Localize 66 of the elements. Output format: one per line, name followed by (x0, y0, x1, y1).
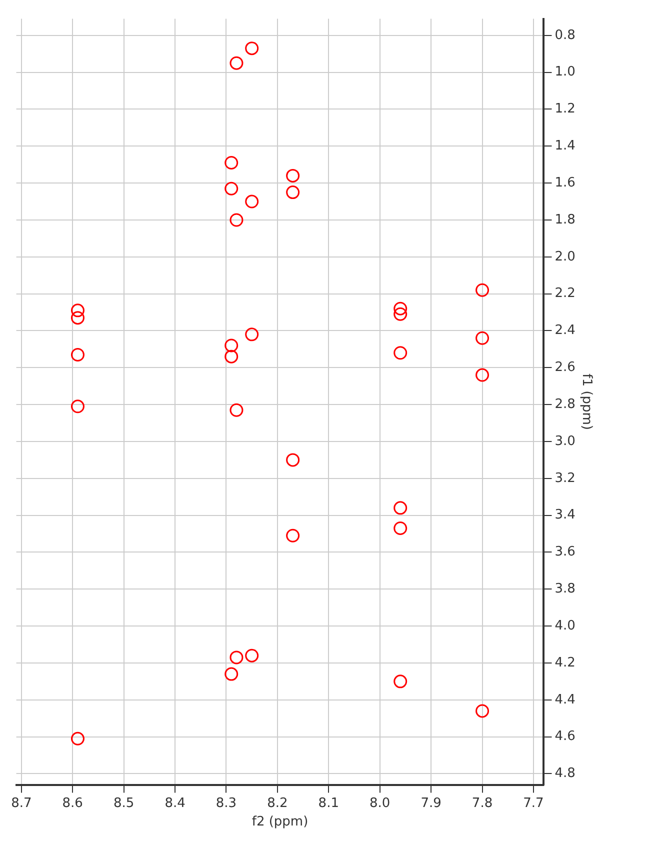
y-tick-label: 3.8 (554, 582, 576, 597)
point (286, 168, 300, 182)
point (476, 704, 490, 718)
point (394, 501, 408, 515)
x-tick-label: 7.9 (420, 796, 442, 811)
point (476, 368, 490, 382)
y-tick-label: 1.8 (554, 212, 576, 228)
y-tick-label: 4.4 (554, 692, 576, 708)
y-tick-label: 1.0 (554, 64, 576, 80)
y-tick-label: 3.4 (554, 508, 576, 523)
point (70, 304, 84, 318)
x-tick-label: 8.3 (216, 796, 237, 811)
y-tick-label: 3.0 (554, 434, 576, 449)
point (70, 348, 84, 362)
point (286, 528, 300, 542)
y-tick-label: 1.6 (554, 175, 576, 190)
point (245, 328, 259, 342)
y-tick-label: 4.2 (554, 655, 576, 670)
point (286, 453, 300, 467)
point (245, 42, 259, 56)
point (394, 307, 408, 321)
point (230, 650, 244, 664)
point (394, 346, 408, 360)
y-tick-label: 3.6 (554, 544, 576, 560)
point (476, 283, 490, 297)
y-tick-label: 2.8 (554, 396, 576, 412)
x-tick-label: 8.4 (164, 796, 186, 811)
point (70, 400, 84, 414)
point (224, 350, 238, 364)
point (286, 186, 300, 200)
point (224, 667, 238, 681)
x-tick-label: 7.8 (472, 796, 493, 811)
y-axis-title: f1 (ppm) (578, 374, 594, 430)
point (394, 521, 408, 535)
x-tick-label: 8.1 (318, 796, 339, 811)
y-tick-label: 2.2 (554, 286, 576, 302)
y-tick-label: 1.4 (554, 138, 576, 154)
x-tick-label: 8.7 (11, 796, 32, 811)
y-tick-label: 1.2 (554, 102, 576, 117)
point (230, 403, 244, 417)
point (230, 56, 244, 70)
point (70, 732, 84, 746)
x-tick-label: 8.5 (113, 796, 134, 811)
point (245, 194, 259, 208)
point (70, 311, 84, 325)
y-tick-label: 4.8 (554, 766, 576, 782)
y-tick-label: 4.0 (554, 618, 576, 634)
x-tick-label: 8.6 (62, 796, 83, 811)
x-tick-label: 7.7 (523, 796, 544, 811)
point (394, 674, 408, 688)
point (224, 156, 238, 170)
y-tick-label: 4.6 (554, 729, 576, 744)
point (224, 338, 238, 352)
point (224, 182, 238, 196)
point (230, 213, 244, 227)
point (245, 648, 259, 662)
y-tick-label: 2.6 (554, 360, 576, 376)
y-tick-label: 2.0 (554, 249, 576, 264)
y-tick-label: 2.4 (554, 323, 576, 338)
y-tick-label: 0.8 (554, 28, 576, 43)
x-tick-label: 8.0 (370, 796, 390, 811)
point (476, 331, 490, 345)
x-axis-title: f2 (ppm) (252, 814, 308, 830)
x-tick-label: 8.2 (267, 796, 288, 811)
point (394, 302, 408, 316)
y-tick-label: 3.2 (554, 470, 576, 486)
